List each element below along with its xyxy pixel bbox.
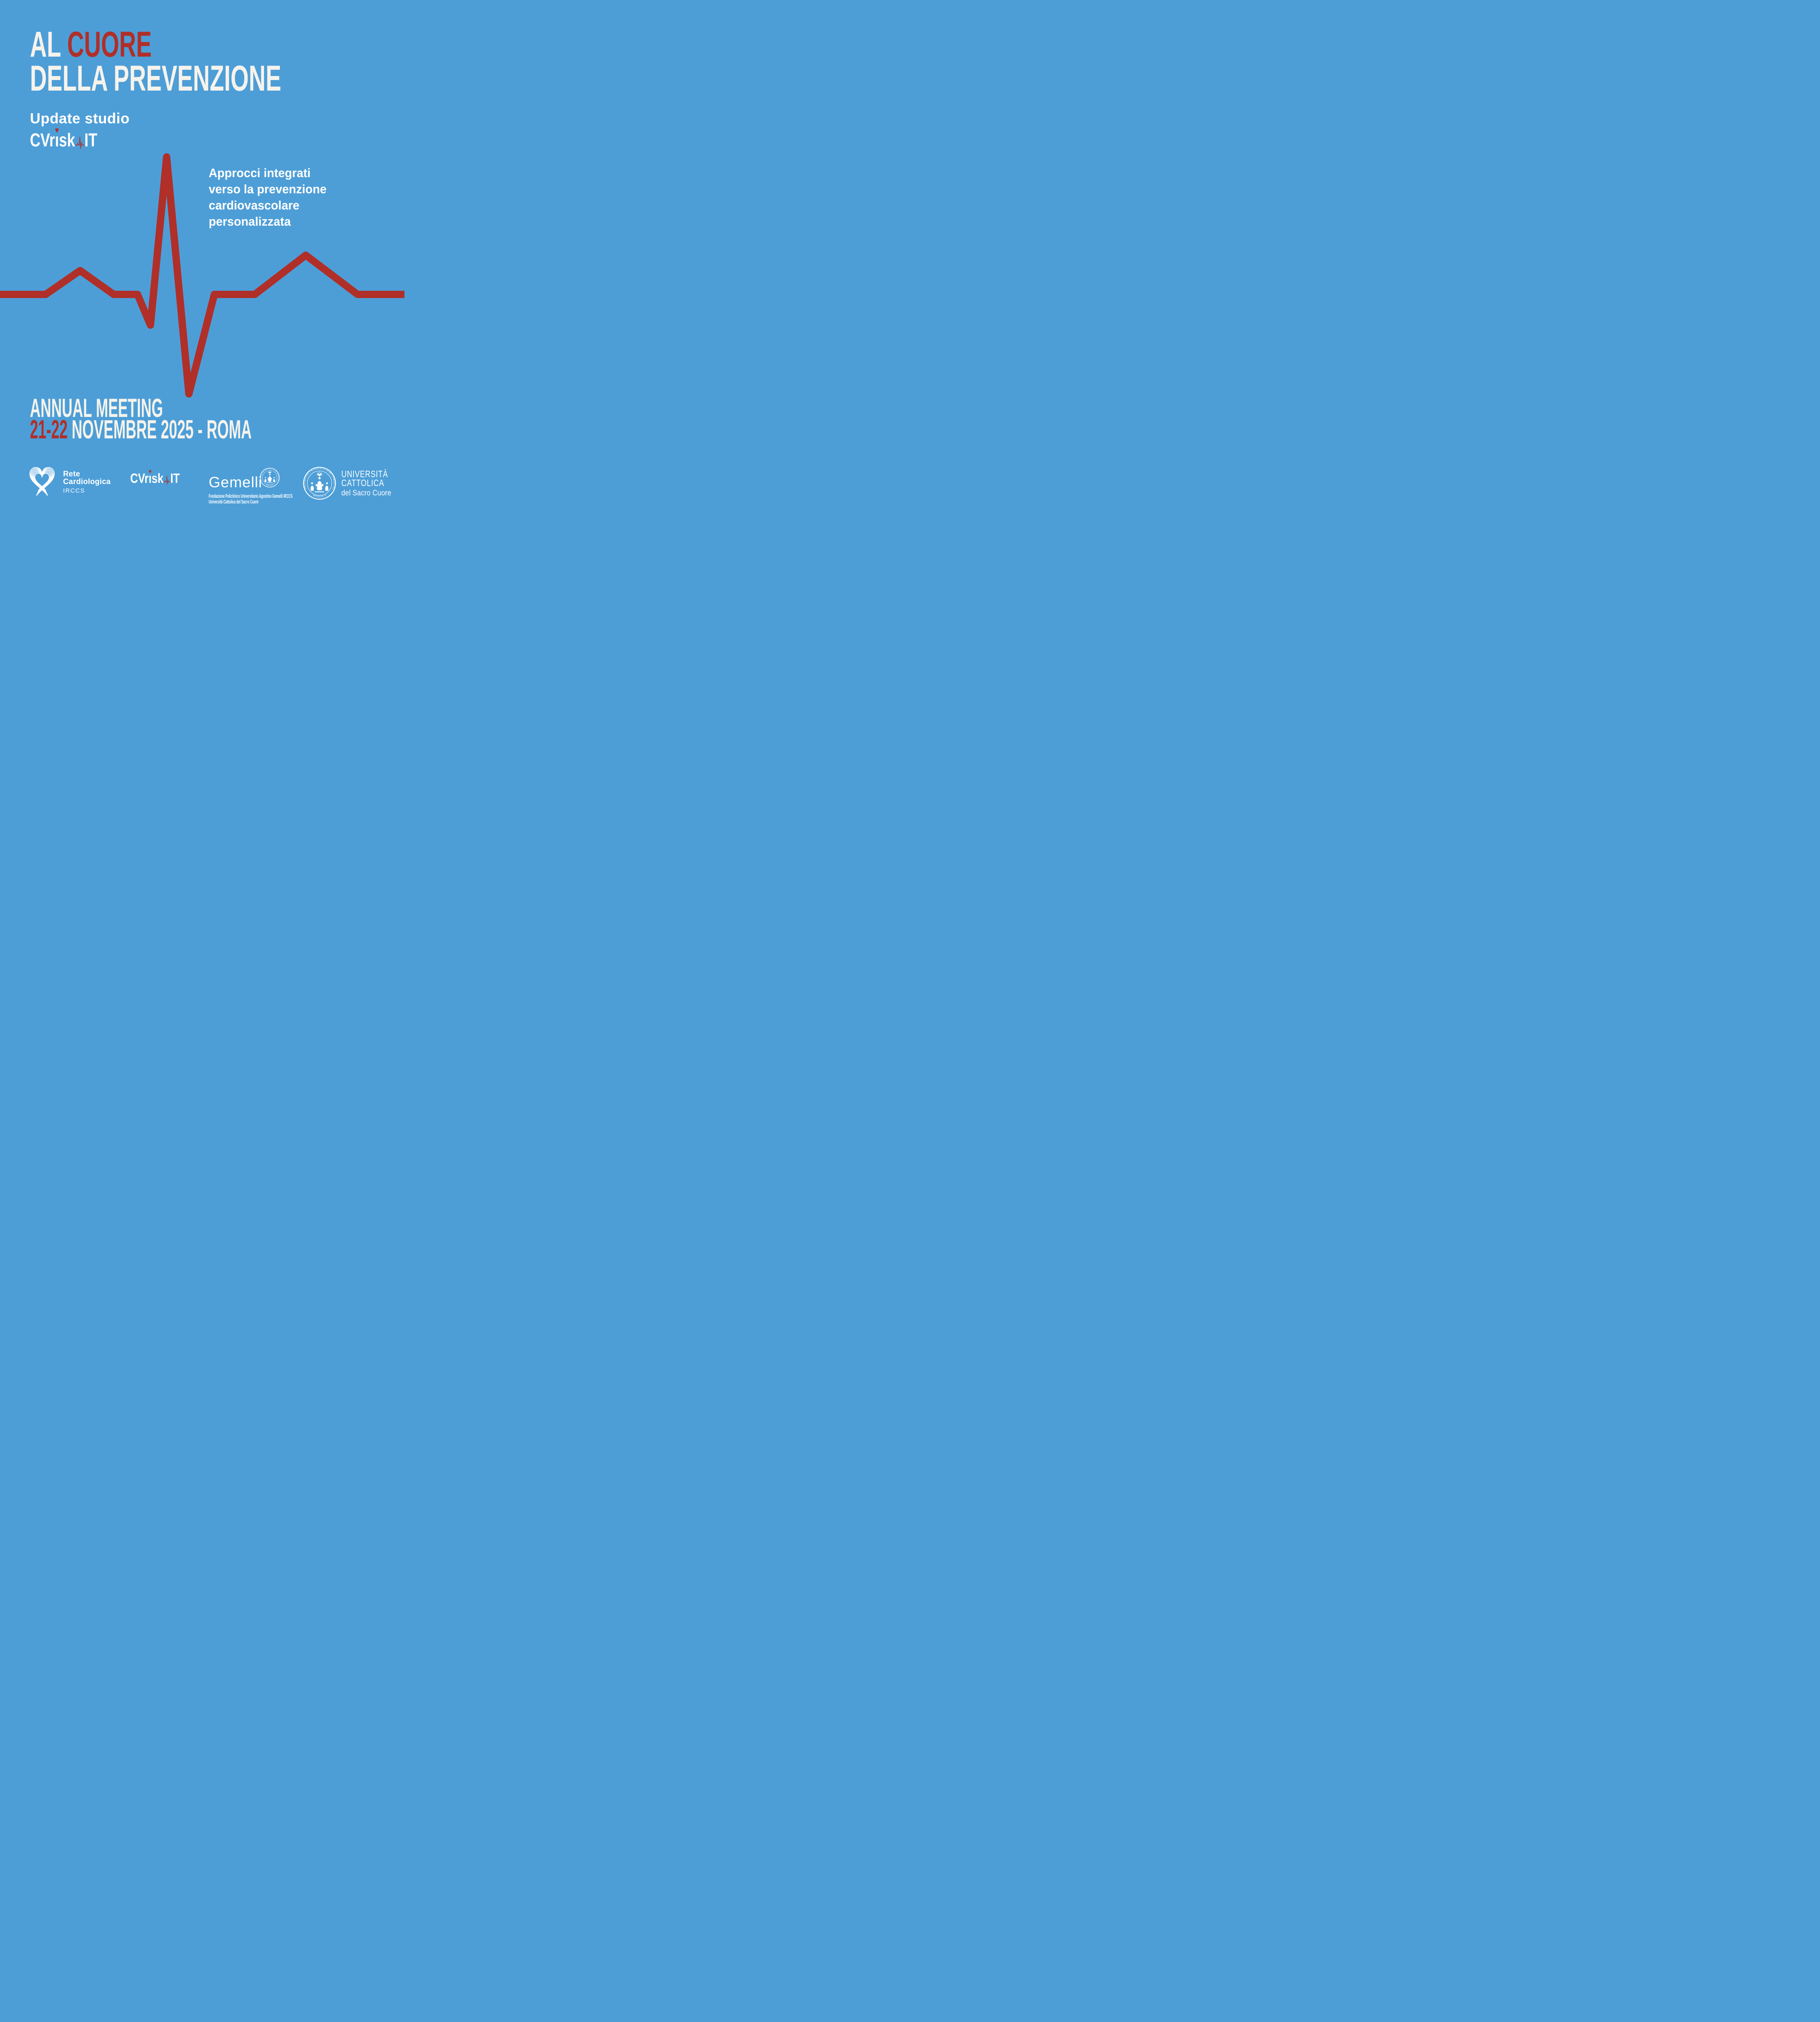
tagline-line-1: Approcci integrati xyxy=(209,166,311,180)
annual-meeting-label: ANNUAL MEETING xyxy=(30,393,163,423)
heart-ribbon-icon xyxy=(26,465,58,497)
cattolica-line3: del Sacro Cuore xyxy=(341,489,392,497)
cattolica-line1: UNIVERSITÀ xyxy=(341,469,388,479)
event-location: NOVEMBRE 2025 - ROMA xyxy=(68,415,252,444)
subtitle: Update studio xyxy=(30,110,130,127)
heart-icon-small: ♥ xyxy=(148,468,152,475)
page-title: AL CUORE DELLA PREVENZIONE xyxy=(30,24,281,98)
tagline-line-3: cardiovascolare xyxy=(209,198,300,212)
rete-cardiologica-text: Rete Cardiologica IRCCS xyxy=(63,470,110,494)
universita-cattolica-logo: UNIVERSITÀ CATTOLICA del Sacro Cuore xyxy=(341,470,401,498)
tagline: Approcci integrati verso la prevenzione … xyxy=(209,165,326,230)
cvrisk-text-pre: CVr xyxy=(30,129,55,150)
cvrisk-it-logo-footer: CVr ♥ ısk IT xyxy=(130,468,180,486)
cattolica-line2: CATTOLICA xyxy=(341,477,385,488)
poster: AL CUORE DELLA PREVENZIONE Update studio… xyxy=(0,0,404,506)
heart-icon: ♥ xyxy=(55,125,59,135)
gemelli-twin-dots: : xyxy=(217,480,220,488)
gemelli-logo: G:emelli xyxy=(209,474,262,491)
gemelli-rest: emelli xyxy=(220,474,262,491)
cvrisk-dotless-i: ı xyxy=(55,129,59,150)
event-dates: 21-22 xyxy=(30,415,68,444)
gemelli-subtext: Fondazione Policlinico Universitario Ago… xyxy=(209,493,292,505)
gemelli-university-seal-icon xyxy=(260,465,280,488)
ecg-pulse-icon xyxy=(75,136,85,149)
cvrisk-text-post: sk xyxy=(59,129,75,150)
ecg-heartbeat-line xyxy=(0,153,404,398)
tagline-line-2: verso la prevenzione xyxy=(209,182,327,196)
title-al: AL xyxy=(30,24,68,64)
cvrisk-footer-it: IT xyxy=(170,471,180,486)
title-line1: AL CUORE xyxy=(30,24,281,64)
cvrisk-i: ♥ ı xyxy=(55,125,59,151)
title-line2: DELLA PREVENZIONE xyxy=(30,58,281,98)
cattolica-seal-icon xyxy=(303,462,336,500)
event-info: ANNUAL MEETING 21-22 NOVEMBRE 2025 - ROM… xyxy=(30,393,252,442)
irccs-line: IRCCS xyxy=(63,487,85,494)
cvrisk-footer-post: sk xyxy=(151,471,164,486)
cvrisk-it-logo: CVr ♥ ısk IT xyxy=(30,125,97,151)
cvrisk-footer-dotless-i: ı xyxy=(148,471,152,486)
gemelli-g: G xyxy=(209,474,221,491)
gemelli-subtext-line2: Università Cattolica del Sacro Cuore xyxy=(209,499,259,505)
tagline-line-4: personalizzata xyxy=(209,214,291,228)
ecg-pulse-icon-small xyxy=(163,476,170,485)
gemelli-subtext-line1: Fondazione Policlinico Universitario Ago… xyxy=(209,493,293,499)
cvrisk-footer-pre: CVr xyxy=(130,471,149,486)
cardiologica-line: Cardiologica xyxy=(63,477,111,486)
rete-cardiologica-logo: Rete Cardiologica IRCCS xyxy=(26,465,110,497)
title-cuore: CUORE xyxy=(67,24,152,64)
event-date-line: 21-22 NOVEMBRE 2025 - ROMA xyxy=(30,416,252,442)
cvrisk-text-it: IT xyxy=(84,129,97,150)
rete-line: Rete xyxy=(63,470,80,478)
cvrisk-footer-i: ♥ ı xyxy=(148,468,152,486)
